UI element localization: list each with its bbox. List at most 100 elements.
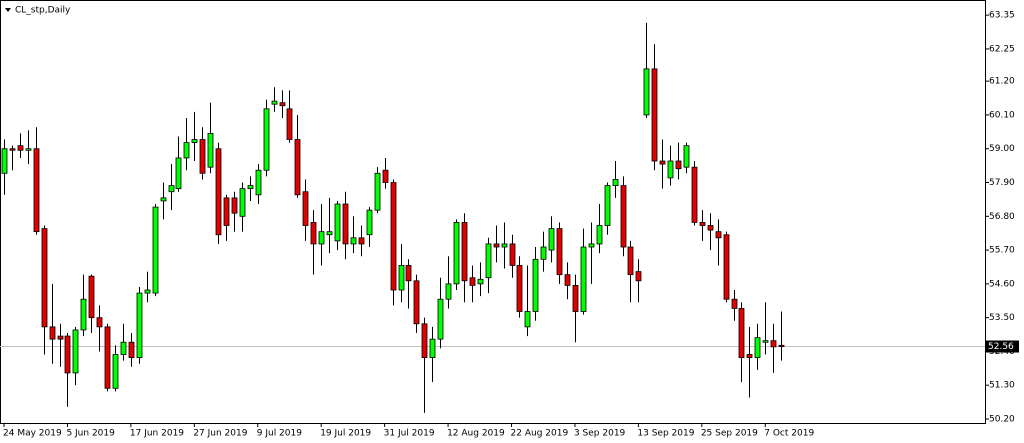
candle-body xyxy=(25,148,32,151)
title-marker xyxy=(5,8,11,12)
x-tick-label: 24 May 2019 xyxy=(3,429,62,439)
candle-body xyxy=(612,179,619,186)
x-tick-label: 22 Aug 2019 xyxy=(511,429,569,439)
x-tick-label: 5 Jun 2019 xyxy=(66,429,115,439)
y-tick-label: 57.90 xyxy=(989,178,1015,188)
candle-body xyxy=(120,341,127,355)
candle-body xyxy=(461,222,468,282)
candle-body xyxy=(548,228,555,251)
candle-body xyxy=(675,160,682,170)
candle-body xyxy=(152,206,159,294)
candle-body xyxy=(41,228,48,328)
x-tick-label: 7 Oct 2019 xyxy=(764,429,814,439)
candle-body xyxy=(651,68,658,162)
candle-body xyxy=(144,289,151,294)
candle-body xyxy=(516,265,523,312)
candle-body xyxy=(699,222,706,226)
candle-body xyxy=(564,274,571,286)
candle-body xyxy=(136,292,143,358)
candle-body xyxy=(247,185,254,190)
y-tick-label: 53.50 xyxy=(989,313,1015,323)
x-tick-label: 19 Jul 2019 xyxy=(320,429,371,439)
candle-body xyxy=(80,298,87,331)
candle-body xyxy=(715,231,722,239)
candle-body xyxy=(223,197,230,226)
candle-body xyxy=(556,228,563,276)
candle-body xyxy=(604,185,611,226)
candle-body xyxy=(302,191,309,226)
candle-body xyxy=(175,157,182,190)
candle-body xyxy=(271,100,278,105)
candle-body xyxy=(1,148,8,174)
candle-body xyxy=(738,308,745,358)
candle-body xyxy=(112,354,119,389)
candle-body xyxy=(294,139,301,196)
plot-frame xyxy=(0,0,986,424)
candle-body xyxy=(9,148,16,151)
candle-body xyxy=(128,341,135,358)
candle-body xyxy=(263,108,270,171)
candle-body xyxy=(160,197,167,202)
x-tick-label: 9 Jul 2019 xyxy=(257,429,302,439)
y-tick-label: 56.80 xyxy=(989,212,1015,222)
candle-body xyxy=(572,285,579,312)
candle-body xyxy=(540,246,547,260)
candle-body xyxy=(707,225,714,231)
candle-body xyxy=(286,108,293,140)
candle-body xyxy=(366,209,373,236)
candle-body xyxy=(17,145,24,151)
candle-body xyxy=(255,169,262,196)
y-tick-label: 62.25 xyxy=(989,44,1015,54)
candle-body xyxy=(445,283,452,300)
candle-body xyxy=(374,172,381,211)
candle-body xyxy=(477,278,484,285)
candle-body xyxy=(627,246,634,276)
candle-body xyxy=(778,344,785,347)
candle-body xyxy=(413,280,420,325)
candle-body xyxy=(310,222,317,245)
candle-body xyxy=(350,237,357,245)
candle-body xyxy=(501,243,508,248)
candle-body xyxy=(421,323,428,358)
candle-body xyxy=(279,102,286,107)
candle-body xyxy=(659,160,666,165)
candle-body xyxy=(754,337,761,358)
y-tick-label: 51.30 xyxy=(989,381,1015,391)
candle-body xyxy=(33,148,40,233)
candle-body xyxy=(342,203,349,245)
candle-body xyxy=(318,231,325,245)
x-tick-label: 25 Sep 2019 xyxy=(701,429,758,439)
axis-layer: 63.35 62.25 61.20 60.10 59.00 57.90 56.80 55.70… xyxy=(3,11,1019,439)
candle-body xyxy=(437,298,444,340)
candle-body xyxy=(683,145,690,168)
candle-body xyxy=(231,197,238,214)
current-price-box xyxy=(986,340,1019,353)
x-tick-label: 3 Sep 2019 xyxy=(574,429,626,439)
candle-body xyxy=(57,335,64,340)
candle-body xyxy=(596,225,603,245)
candle-body xyxy=(104,326,111,389)
candle-body xyxy=(168,185,175,193)
y-tick-label: 50.20 xyxy=(989,415,1015,425)
candle-body xyxy=(509,243,516,266)
candle-body xyxy=(215,148,222,236)
candle-body xyxy=(88,275,95,319)
y-tick-label: 63.35 xyxy=(989,11,1015,21)
x-tick-label: 12 Aug 2019 xyxy=(447,429,505,439)
candle-body xyxy=(453,222,460,285)
x-tick-label: 17 Jun 2019 xyxy=(130,429,184,439)
candle-body xyxy=(382,169,389,183)
candle-body xyxy=(532,258,539,312)
current-price-label: 52.56 xyxy=(988,342,1014,352)
candle-body xyxy=(691,166,698,223)
candle-body xyxy=(64,335,71,374)
candle-body xyxy=(746,354,753,358)
candle-body xyxy=(358,237,365,245)
candle-body xyxy=(762,340,769,343)
y-tick-label: 60.10 xyxy=(989,110,1015,120)
y-tick-label: 55.70 xyxy=(989,246,1015,256)
candle-body xyxy=(524,311,531,328)
candle-body xyxy=(334,203,341,242)
candle-body xyxy=(620,185,627,248)
